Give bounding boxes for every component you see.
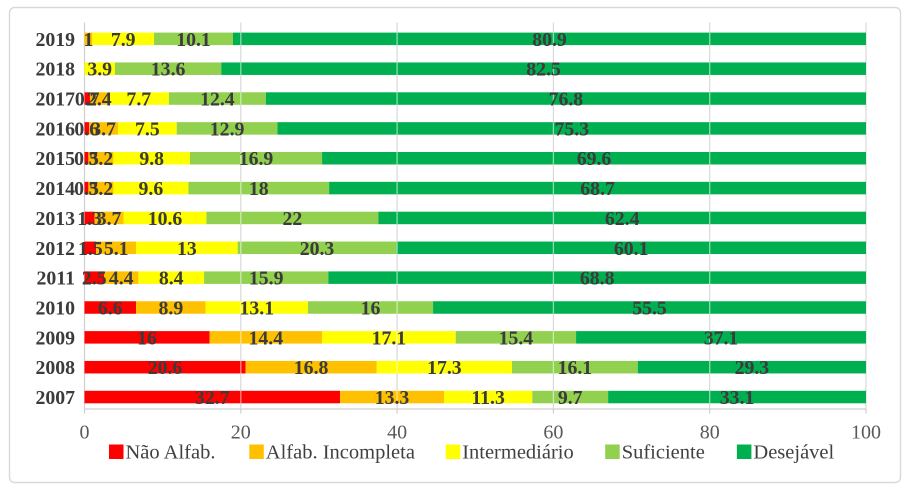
svg-text:60: 60: [543, 422, 563, 444]
svg-text:0.5: 0.5: [74, 178, 99, 200]
svg-text:13.6: 13.6: [151, 59, 186, 81]
svg-text:37.1: 37.1: [704, 327, 739, 349]
svg-text:60.1: 60.1: [614, 238, 649, 260]
svg-text:20.6: 20.6: [148, 357, 183, 379]
svg-text:9.7: 9.7: [558, 387, 583, 409]
svg-text:68.7: 68.7: [580, 178, 615, 200]
svg-text:8.9: 8.9: [159, 298, 184, 320]
svg-text:62.4: 62.4: [605, 208, 640, 230]
svg-text:6.6: 6.6: [98, 298, 123, 320]
svg-text:5.1: 5.1: [104, 238, 129, 260]
svg-text:3.9: 3.9: [87, 59, 112, 81]
svg-text:2.5: 2.5: [82, 268, 107, 290]
svg-text:2007: 2007: [35, 387, 75, 409]
svg-text:0.7: 0.7: [75, 89, 100, 111]
svg-text:7.5: 7.5: [135, 118, 160, 140]
svg-text:20: 20: [231, 422, 251, 444]
svg-text:10.6: 10.6: [148, 208, 183, 230]
svg-text:4.4: 4.4: [109, 268, 134, 290]
svg-text:9.6: 9.6: [139, 178, 164, 200]
svg-text:0: 0: [80, 422, 90, 444]
svg-text:14.4: 14.4: [248, 327, 283, 349]
svg-text:0.5: 0.5: [74, 148, 99, 170]
svg-text:82.5: 82.5: [526, 59, 561, 81]
svg-text:2011: 2011: [37, 268, 75, 290]
svg-text:7.9: 7.9: [111, 29, 136, 51]
svg-text:2013: 2013: [35, 208, 75, 230]
svg-text:Não Alfab.: Não Alfab.: [126, 442, 216, 464]
svg-text:13.3: 13.3: [375, 387, 410, 409]
svg-text:12.4: 12.4: [200, 89, 235, 111]
svg-text:2.4: 2.4: [87, 89, 112, 111]
svg-text:10.1: 10.1: [176, 29, 211, 51]
svg-text:2018: 2018: [35, 59, 75, 81]
svg-text:69.6: 69.6: [577, 148, 612, 170]
svg-text:2015: 2015: [35, 148, 75, 170]
svg-text:16: 16: [361, 298, 381, 320]
svg-text:3.7: 3.7: [91, 118, 116, 140]
svg-text:76.8: 76.8: [549, 89, 584, 111]
svg-text:3.2: 3.2: [89, 178, 114, 200]
svg-text:17.3: 17.3: [427, 357, 462, 379]
svg-text:1: 1: [83, 29, 93, 51]
svg-text:13.1: 13.1: [239, 298, 274, 320]
svg-text:11.3: 11.3: [471, 387, 505, 409]
svg-text:Alfab. Incompleta: Alfab. Incompleta: [266, 442, 415, 464]
svg-text:80: 80: [700, 422, 720, 444]
svg-text:7.7: 7.7: [126, 89, 151, 111]
svg-text:15.4: 15.4: [499, 327, 534, 349]
svg-text:15.9: 15.9: [249, 268, 284, 290]
svg-text:2010: 2010: [35, 298, 75, 320]
svg-text:Desejável: Desejável: [753, 442, 834, 464]
svg-text:2008: 2008: [35, 357, 75, 379]
svg-text:2012: 2012: [35, 238, 75, 260]
svg-text:80.9: 80.9: [532, 29, 567, 51]
svg-text:16.1: 16.1: [558, 357, 593, 379]
svg-text:9.8: 9.8: [139, 148, 164, 170]
svg-text:68.8: 68.8: [580, 268, 615, 290]
svg-text:29.3: 29.3: [735, 357, 770, 379]
svg-text:18: 18: [249, 178, 269, 200]
svg-text:3.7: 3.7: [97, 208, 122, 230]
svg-text:1.3: 1.3: [77, 208, 102, 230]
svg-text:3.2: 3.2: [89, 148, 114, 170]
svg-text:16: 16: [137, 327, 157, 349]
svg-text:2016: 2016: [35, 118, 75, 140]
svg-text:Intermediário: Intermediário: [462, 442, 574, 464]
svg-text:2014: 2014: [35, 178, 75, 200]
svg-text:2009: 2009: [35, 327, 75, 349]
svg-text:22: 22: [283, 208, 303, 230]
svg-text:0.6: 0.6: [74, 118, 99, 140]
svg-text:32.7: 32.7: [195, 387, 230, 409]
svg-text:33.1: 33.1: [720, 387, 755, 409]
svg-text:8.4: 8.4: [159, 268, 184, 290]
svg-text:13: 13: [177, 238, 197, 260]
svg-text:75.3: 75.3: [554, 118, 589, 140]
svg-text:2017: 2017: [35, 89, 75, 111]
svg-text:1.5: 1.5: [78, 238, 103, 260]
svg-text:55.5: 55.5: [632, 298, 667, 320]
svg-text:12.9: 12.9: [210, 118, 245, 140]
svg-text:20.3: 20.3: [300, 238, 335, 260]
svg-text:16.8: 16.8: [294, 357, 329, 379]
svg-text:17.1: 17.1: [372, 327, 407, 349]
svg-text:100: 100: [851, 422, 881, 444]
svg-text:40: 40: [387, 422, 407, 444]
svg-text:16.9: 16.9: [239, 148, 274, 170]
svg-text:Suficiente: Suficiente: [622, 442, 705, 464]
svg-text:2019: 2019: [35, 29, 75, 51]
